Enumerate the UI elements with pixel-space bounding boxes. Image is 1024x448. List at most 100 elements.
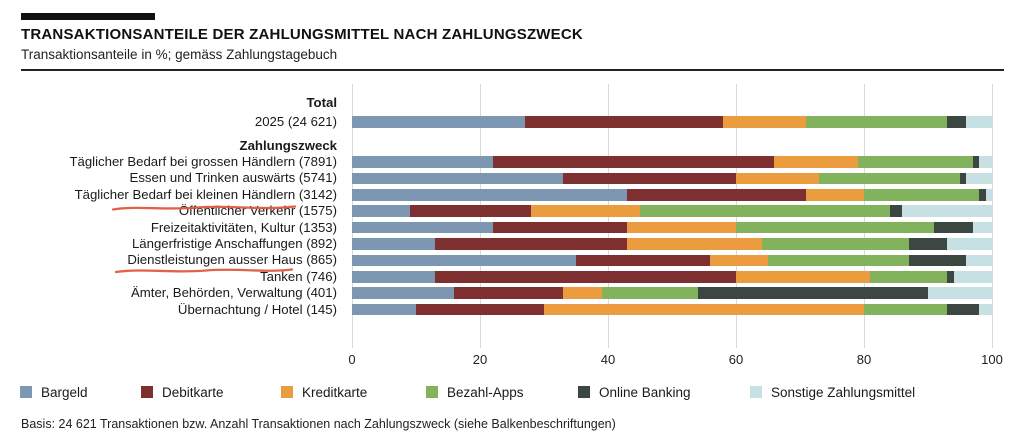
legend-label: Sonstige Zahlungsmittel xyxy=(771,384,916,400)
stacked-bar xyxy=(352,116,992,128)
chart-row: Öffentlicher Verkehr (1575) xyxy=(0,203,1004,219)
bar-segment-online-banking xyxy=(947,271,954,283)
x-axis-tick-labels: 0 20 40 60 80 100 xyxy=(0,352,1024,368)
bar-segment-online-banking xyxy=(697,287,928,299)
bar-segment-bargeld xyxy=(352,287,455,299)
bar-segment-sonstige-zahlungsmittel xyxy=(972,221,992,234)
bar-segment-bargeld xyxy=(352,205,410,217)
legend-item: Bargeld xyxy=(20,384,88,400)
chart-row: Ämter, Behörden, Verwaltung (401) xyxy=(0,285,1004,301)
bar-segment-debitkarte xyxy=(454,287,564,299)
row-label: Ämter, Behörden, Verwaltung (401) xyxy=(131,285,337,301)
row-label: Längerfristige Anschaffungen (892) xyxy=(131,236,337,251)
stacked-bar xyxy=(352,271,992,283)
legend-item: Sonstige Zahlungsmittel xyxy=(750,384,915,400)
chart-row: Essen und Trinken auswärts (5741) xyxy=(0,170,1004,186)
x-tick-label: 20 xyxy=(472,352,488,367)
bar-segment-bargeld xyxy=(352,116,525,128)
legend-item: Debitkarte xyxy=(141,384,224,400)
bar-segment-online-banking xyxy=(908,254,967,267)
stacked-bar xyxy=(352,156,992,168)
stacked-bar xyxy=(352,303,992,316)
bar-segment-kreditkarte xyxy=(627,221,736,234)
bar-segment-sonstige-zahlungsmittel xyxy=(947,238,992,250)
bar-segment-sonstige-zahlungsmittel xyxy=(966,116,992,128)
bar-segment-debitkarte xyxy=(492,156,775,168)
bar-segment-bezahl-apps xyxy=(601,287,698,299)
x-tick-label: 80 xyxy=(856,352,872,367)
stacked-bar xyxy=(352,287,992,299)
legend-swatch-icon xyxy=(578,386,590,398)
row-label: Öffentlicher Verkehr (1575) xyxy=(178,203,337,219)
bar-segment-kreditkarte xyxy=(735,172,820,185)
row-label: Freizeitaktivitäten, Kultur (1353) xyxy=(150,219,337,235)
header-divider xyxy=(21,69,1004,71)
bar-segment-sonstige-zahlungsmittel xyxy=(985,189,992,201)
x-tick-label: 60 xyxy=(728,352,744,367)
legend-label: Bargeld xyxy=(41,384,88,400)
chart-row: Freizeitaktivitäten, Kultur (1353) xyxy=(0,220,1004,236)
x-tick-label: 0 xyxy=(348,352,356,367)
chart-row: Tanken (746) xyxy=(0,269,1004,285)
bar-segment-bezahl-apps xyxy=(761,238,909,250)
bar-segment-sonstige-zahlungsmittel xyxy=(902,205,992,217)
row-label: Täglicher Bedarf bei grossen Händlern (7… xyxy=(69,154,337,169)
bar-segment-sonstige-zahlungsmittel xyxy=(927,287,992,299)
bar-segment-bezahl-apps xyxy=(864,303,948,316)
bar-segment-bargeld xyxy=(352,189,628,201)
bar-segment-debitkarte xyxy=(492,221,628,234)
bar-segment-debitkarte xyxy=(435,271,736,283)
stacked-bar xyxy=(352,189,992,201)
bar-segment-debitkarte xyxy=(435,238,628,250)
bar-segment-bezahl-apps xyxy=(806,116,948,128)
bar-segment-bezahl-apps xyxy=(819,172,960,185)
chart-row: Täglicher Bedarf bei grossen Händlern (7… xyxy=(0,154,1004,170)
bar-segment-debitkarte xyxy=(524,116,724,128)
legend-label: Kreditkarte xyxy=(302,384,368,400)
bar-segment-kreditkarte xyxy=(723,116,807,128)
legend-label: Debitkarte xyxy=(162,384,224,400)
bar-segment-sonstige-zahlungsmittel xyxy=(953,271,992,283)
legend-swatch-icon xyxy=(141,386,153,398)
bar-segment-bargeld xyxy=(352,254,576,267)
chart-row: Täglicher Bedarf bei kleinen Händlern (3… xyxy=(0,187,1004,203)
bar-segment-kreditkarte xyxy=(806,189,864,201)
row-label: Essen und Trinken auswärts (5741) xyxy=(129,170,337,186)
bar-segment-kreditkarte xyxy=(710,254,768,267)
bar-segment-bargeld xyxy=(352,271,436,283)
legend-swatch-icon xyxy=(281,386,293,398)
bar-segment-online-banking xyxy=(979,189,986,201)
bar-segment-bezahl-apps xyxy=(767,254,909,267)
bar-segment-bargeld xyxy=(352,172,564,185)
chart-row: Dienstleistungen ausser Haus (865) xyxy=(0,252,1004,268)
bar-segment-bargeld xyxy=(352,156,493,168)
legend-item: Kreditkarte xyxy=(281,384,367,400)
bar-segment-bargeld xyxy=(352,238,436,250)
legend-label: Online Banking xyxy=(599,384,691,400)
bar-segment-sonstige-zahlungsmittel xyxy=(979,303,992,316)
bar-segment-bezahl-apps xyxy=(735,221,935,234)
bar-segment-online-banking xyxy=(934,221,973,234)
bar-segment-kreditkarte xyxy=(735,271,871,283)
bar-segment-bezahl-apps xyxy=(857,156,973,168)
legend-swatch-icon xyxy=(750,386,762,398)
brand-marker xyxy=(21,13,155,20)
x-tick-label: 40 xyxy=(600,352,616,367)
row-label: 2025 (24 621) xyxy=(254,114,337,129)
group-header-label: Total xyxy=(306,95,337,110)
legend-item: Bezahl-Apps xyxy=(426,384,524,400)
bar-segment-bezahl-apps xyxy=(639,205,890,217)
source-note: Basis: 24 621 Transaktionen bzw. Anzahl … xyxy=(21,417,616,431)
bar-segment-sonstige-zahlungsmittel xyxy=(979,156,992,168)
group-header-row: Total xyxy=(0,95,1004,111)
row-label: Dienstleistungen ausser Haus (865) xyxy=(127,252,337,268)
legend: Bargeld Debitkarte Kreditkarte Bezahl-Apps O… xyxy=(0,384,1024,400)
bar-segment-bargeld xyxy=(352,221,493,234)
chart-subtitle: Transaktionsanteile in %; gemäss Zahlung… xyxy=(21,47,338,62)
bar-segment-sonstige-zahlungsmittel xyxy=(966,172,992,185)
stacked-bar xyxy=(352,238,992,250)
chart-row: 2025 (24 621) xyxy=(0,114,1004,130)
stacked-bar xyxy=(352,205,992,217)
